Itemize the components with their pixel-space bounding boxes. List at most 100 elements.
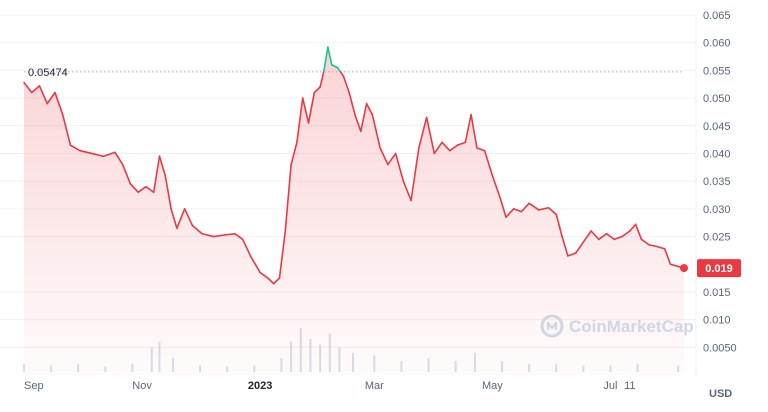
x-tick-label: 2023 [248,380,272,392]
price-segment [129,183,139,194]
price-area [24,47,684,375]
x-axis: Sep Nov 2023 Mar May Jul 11 [24,380,636,392]
price-segment [224,232,236,236]
price-segment [290,141,298,166]
price-segment [327,46,333,66]
watermark-text: CoinMarketCap [569,317,694,336]
price-segment [102,151,116,158]
y-tick-label: 0.0050 [703,342,737,354]
price-segment [359,102,368,133]
price-segment [319,71,325,88]
x-tick-label: Jul [603,380,617,392]
price-segment [648,244,658,248]
price-segment [669,263,679,268]
price-segment [538,206,550,211]
y-tick-label: 0.065 [703,10,731,22]
price-segment [249,255,261,274]
price-segment [567,252,577,257]
price-segment [272,277,281,285]
y-tick-label: 0.050 [703,93,731,105]
price-segment [183,208,194,227]
price-segment [307,91,316,124]
price-segment [330,64,339,69]
price-segment [449,144,459,152]
price-segment [483,149,494,177]
price-segment [561,235,569,257]
price-segment [342,75,350,94]
price-segment [212,234,227,238]
x-tick-label: May [482,380,503,392]
price-segment [590,230,600,241]
price-segment [46,91,56,105]
price-segment [470,113,478,149]
price-segment [114,151,124,166]
price-segment [555,213,563,238]
price-segment [348,91,356,116]
price-segment [336,66,342,73]
reference-line: 0.05474 [24,67,684,79]
x-tick-label: Sep [24,380,44,392]
price-segment [259,271,269,279]
price-segment [313,86,321,94]
price-segment [284,163,292,232]
price-segment [176,208,186,230]
price-segment [152,155,161,194]
price-segment [137,185,147,194]
y-tick-label: 0.040 [703,148,731,160]
price-segment [365,102,374,116]
price-segment [69,144,81,152]
y-tick-label: 0.035 [703,176,731,188]
price-segment [663,247,672,266]
price-segment [418,116,428,149]
price-segment [441,141,451,152]
y-tick-label: 0.010 [703,315,731,327]
price-segment [456,141,467,146]
price-segment [656,245,666,250]
price-segment [241,238,252,257]
y-axis: 0.065 0.060 0.055 0.050 0.045 0.040 0.035 0.030… [697,10,741,354]
x-tick-label: Mar [365,380,384,392]
price-segment [379,147,389,166]
price-segment [164,174,172,210]
price-segment [520,202,530,213]
price-segment [201,232,215,238]
price-segment [30,85,41,94]
price-segment [410,147,420,202]
coinmarketcap-watermark: CoinMarketCap [540,314,694,338]
x-tick-label: Nov [132,380,152,392]
price-segment [629,223,637,232]
price-segment [296,97,304,144]
price-segment [158,155,167,177]
price-segment [323,46,329,72]
price-segment [433,141,443,155]
price-segment [613,235,623,241]
coinmarketcap-logo-icon [540,314,564,338]
price-segment [574,241,585,254]
price-segment [354,113,362,133]
price-segment [605,232,616,241]
price-segment [491,174,501,199]
price-segment [301,97,310,124]
price-segment [464,113,472,144]
currency-label: USD [709,388,732,400]
current-price-label: 0.019 [705,263,733,275]
price-segment [234,232,244,241]
price-segment [621,230,631,238]
price-segment [476,147,486,152]
price-segment [371,113,381,149]
y-tick-label: 0.030 [703,204,731,216]
price-segment [387,152,397,166]
price-segment [90,152,105,158]
price-segment [598,232,608,241]
price-segment [505,208,515,218]
y-tick-label: 0.045 [703,121,731,133]
y-tick-label: 0.025 [703,232,731,244]
price-segment [640,238,650,246]
x-tick-label: 11 [624,380,635,392]
price-segment [339,71,345,77]
price-segment [499,196,507,218]
price-segment [170,208,178,230]
price-segment [121,163,132,185]
price-segment [278,230,287,279]
